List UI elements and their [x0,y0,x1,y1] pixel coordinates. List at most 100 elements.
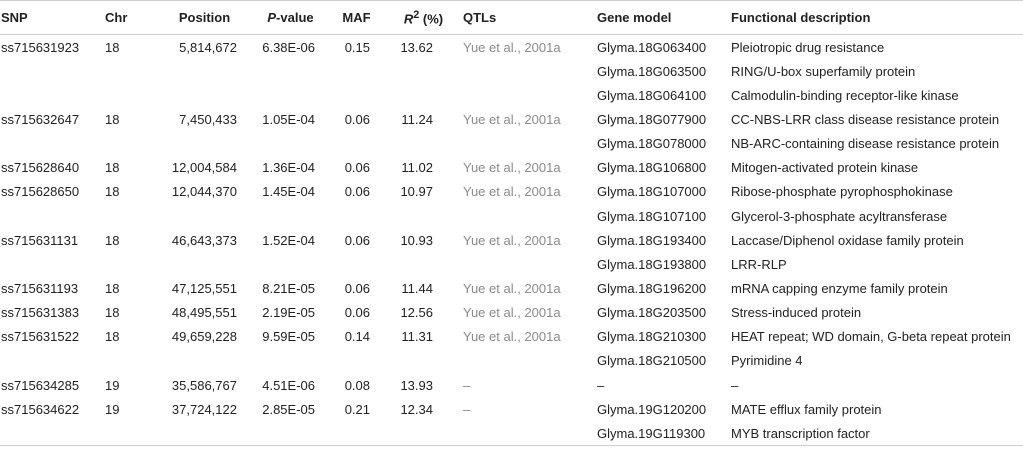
cell-gene-model: Glyma.18G107000 [597,184,707,200]
cell-snp: ss715634285 [1,377,80,393]
cell-r2 [384,252,463,276]
cell-maf: 0.15 [344,39,370,55]
cell-qtls: Yue et al., 2001a [463,39,561,55]
cell-functional-description: Calmodulin-binding receptor-like kinase [731,87,959,103]
table-row: Glyma.18G210500 Pyrimidine 4 [0,349,1023,373]
cell-snp [0,421,105,447]
cell-maf [329,252,384,276]
cell-pvalue: 8.21E-05 [262,280,315,296]
cell-chr: 18 [105,329,120,345]
cell-pvalue: 1.45E-04 [262,184,315,200]
cell-chr [105,83,157,107]
cell-pvalue [252,204,329,228]
cell-r2 [384,83,463,107]
header-chr: Chr [105,0,157,35]
header-maf: MAF [329,0,384,35]
table-body: ss715631923 18 5,814,672 6.38E-06 0.15 13.62 Y… [0,35,1023,447]
cell-position [157,252,252,276]
cell-functional-description: Laccase/Diphenol oxidase family protein [731,232,964,248]
cell-snp: ss715631522 [1,329,80,345]
cell-snp [0,83,105,107]
table-row: Glyma.19G119300 MYB transcription factor [0,421,1023,447]
cell-gene-model: Glyma.18G106800 [597,160,707,176]
cell-chr [105,349,157,373]
cell-gene-model: Glyma.18G203500 [597,305,707,321]
cell-r2 [384,59,463,83]
cell-qtls [463,83,593,107]
cell-r2: 10.93 [400,232,433,248]
cell-snp [0,204,105,228]
cell-r2: 13.62 [400,39,433,55]
cell-pvalue [252,252,329,276]
cell-chr [105,204,157,228]
cell-snp [0,349,105,373]
cell-functional-description: mRNA capping enzyme family protein [731,280,948,296]
cell-maf: 0.14 [344,329,370,345]
cell-pvalue: 9.59E-05 [262,329,315,345]
cell-gene-model: Glyma.18G077900 [597,111,707,127]
cell-qtls [463,59,593,83]
cell-pvalue: 2.19E-05 [262,305,315,321]
header-position: Position [157,0,252,35]
header-qtls: QTLs [463,0,593,35]
cell-snp: ss715634622 [1,401,80,417]
cell-chr: 18 [105,184,120,200]
cell-functional-description: MYB transcription factor [729,421,1023,447]
cell-qtls: Yue et al., 2001a [463,160,561,176]
cell-gene-model: Glyma.18G078000 [597,136,707,152]
table-row: ss715631522 18 49,659,228 9.59E-05 0.14 11.31… [0,325,1023,349]
cell-qtls: Yue et al., 2001a [463,280,561,296]
cell-snp [0,59,105,83]
cell-snp [0,132,105,156]
cell-qtls: – [463,377,471,393]
header-pvalue-italic: P [267,10,277,25]
cell-snp [0,252,105,276]
cell-functional-description: Mitogen-activated protein kinase [731,160,919,176]
cell-position: 49,659,228 [171,329,237,345]
cell-pvalue [252,421,329,447]
cell-qtls [463,349,593,373]
cell-r2: 10.97 [400,184,433,200]
cell-functional-description: MATE efflux family protein [731,401,882,417]
cell-chr: 18 [105,305,120,321]
table-row: ss715631193 18 47,125,551 8.21E-05 0.06 11.44… [0,276,1023,300]
cell-functional-description: RING/U-box superfamily protein [731,63,916,79]
cell-chr [105,59,157,83]
cell-functional-description: LRR-RLP [731,256,787,272]
header-snp: SNP [0,0,105,35]
header-row: SNP Chr Position P-value MAF R2 (%) QTLs… [0,0,1023,35]
table-row: Glyma.18G064100 Calmodulin-binding recept… [0,83,1023,107]
table-row: Glyma.18G107100 Glycerol-3-phosphate acyl… [0,204,1023,228]
cell-qtls: Yue et al., 2001a [463,305,561,321]
cell-snp: ss715631923 [1,39,80,55]
cell-functional-description: Glycerol-3-phosphate acyltransferase [731,208,948,224]
cell-snp: ss715631193 [1,280,79,296]
cell-gene-model: Glyma.19G120200 [597,401,707,417]
cell-qtls [463,204,593,228]
cell-position: 37,724,122 [171,401,237,417]
cell-r2 [384,421,463,447]
cell-snp: ss715631383 [1,305,80,321]
cell-gene-model: Glyma.18G210500 [597,353,707,369]
header-pvalue: P-value [252,0,329,35]
cell-gene-model: Glyma.18G210300 [597,329,707,345]
cell-position: 47,125,551 [171,280,237,296]
cell-maf: 0.21 [344,401,370,417]
cell-position [157,421,252,447]
table-row: ss715631131 18 46,643,373 1.52E-04 0.06 10.93… [0,228,1023,252]
cell-qtls: Yue et al., 2001a [463,111,561,127]
cell-chr: 18 [105,160,120,176]
cell-maf: 0.06 [344,111,370,127]
cell-maf [329,421,384,447]
cell-pvalue [252,349,329,373]
cell-functional-description: CC-NBS-LRR class disease resistance prot… [731,111,1000,127]
cell-chr: 18 [105,111,120,127]
cell-pvalue: 1.36E-04 [262,160,315,176]
cell-position: 35,586,767 [171,377,237,393]
table-row: Glyma.18G193800 LRR-RLP [0,252,1023,276]
table-row: ss715631383 18 48,495,551 2.19E-05 0.06 12.56… [0,301,1023,325]
cell-pvalue: 6.38E-06 [262,39,315,55]
table-row: ss715634622 19 37,724,122 2.85E-05 0.21 12.34… [0,397,1023,421]
cell-maf: 0.06 [344,280,370,296]
